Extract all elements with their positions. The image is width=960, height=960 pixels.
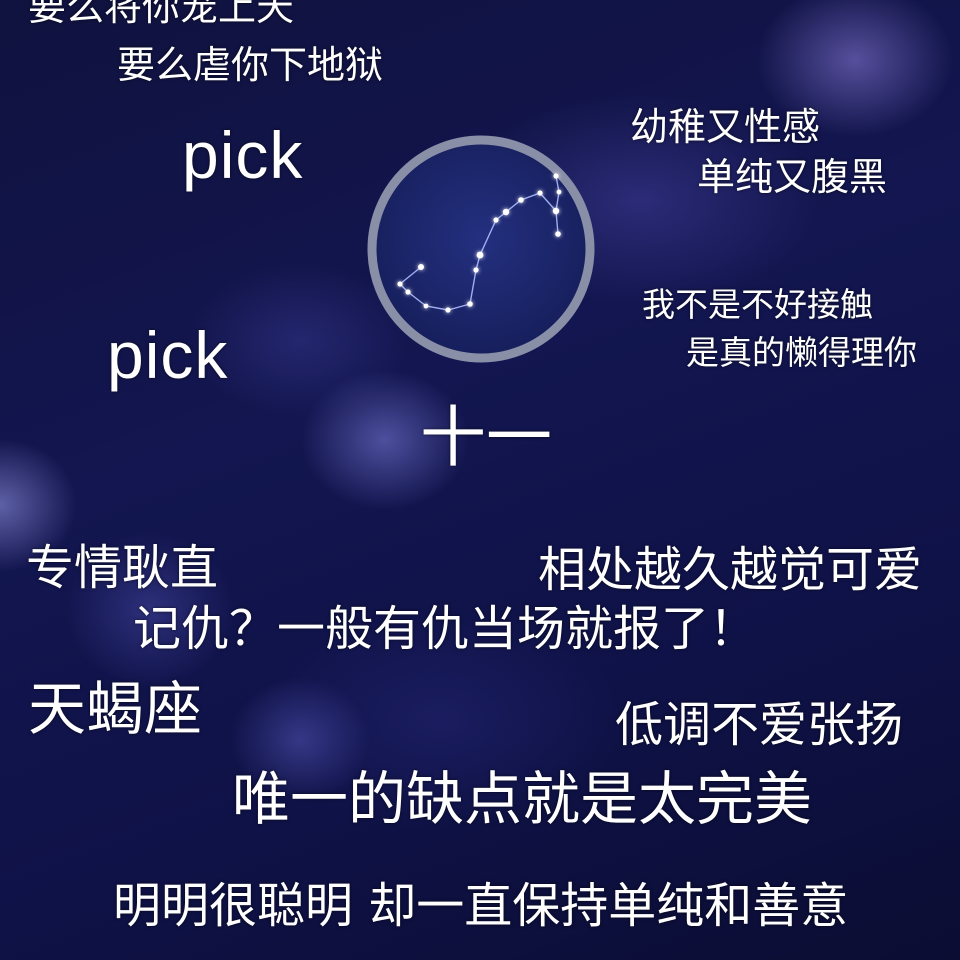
right-text-1-line-1: 幼稚又性感 — [630, 105, 821, 149]
trait-grudge: 记仇？一般有仇当场就报了！ — [133, 601, 758, 657]
pick-label-1: pick — [182, 118, 304, 192]
number-label: 十一 — [420, 399, 552, 476]
right-text-2-line-1: 我不是不好接触 — [642, 285, 873, 324]
constellation-badge — [366, 134, 596, 364]
scorpius-constellation-icon — [367, 135, 595, 363]
pick-label-2: pick — [107, 318, 229, 392]
trait-lovable: 相处越久越觉可爱 — [538, 542, 923, 598]
right-text-1-line-2: 单纯又腹黑 — [697, 155, 888, 199]
top-line-2: 要么虐你下地狱 — [117, 43, 384, 87]
trait-smart-kind: 明明很聪明 却一直保持单纯和善意 — [113, 878, 849, 934]
right-text-2-line-2: 是真的懒得理你 — [686, 333, 917, 372]
top-line-1: 要么将你宠上天 — [28, 0, 295, 29]
trait-devoted: 专情耿直 — [26, 540, 219, 596]
sign-name: 天蝎座 — [28, 675, 203, 743]
trait-low-key: 低调不爱张扬 — [615, 697, 904, 753]
trait-perfect: 唯一的缺点就是太完美 — [232, 765, 813, 833]
